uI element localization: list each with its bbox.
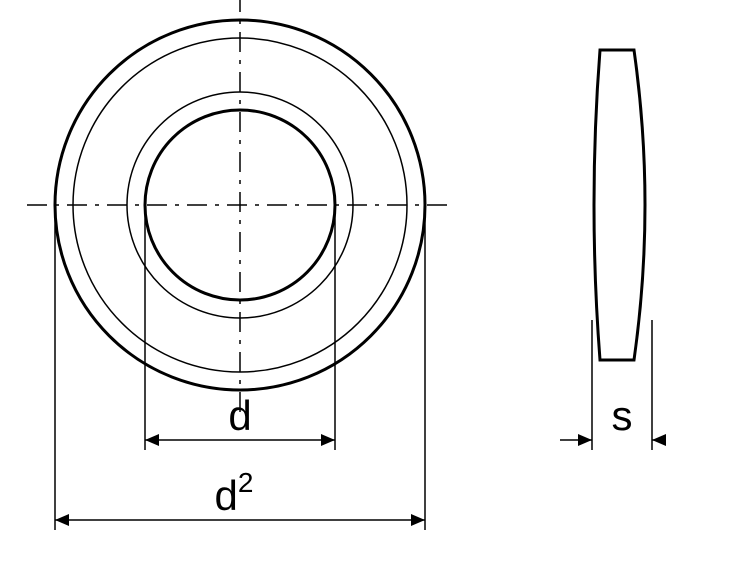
dimension-d2-label: d2 <box>215 467 254 519</box>
dimension-d: d <box>145 392 335 446</box>
dimension-d-label: d <box>228 392 251 439</box>
dimension-s: s <box>560 392 666 446</box>
dimension-s-label: s <box>612 392 633 439</box>
washer-diagram: d d2 s <box>0 0 750 563</box>
dimension-d2: d2 <box>55 467 425 526</box>
side-profile <box>594 50 645 360</box>
